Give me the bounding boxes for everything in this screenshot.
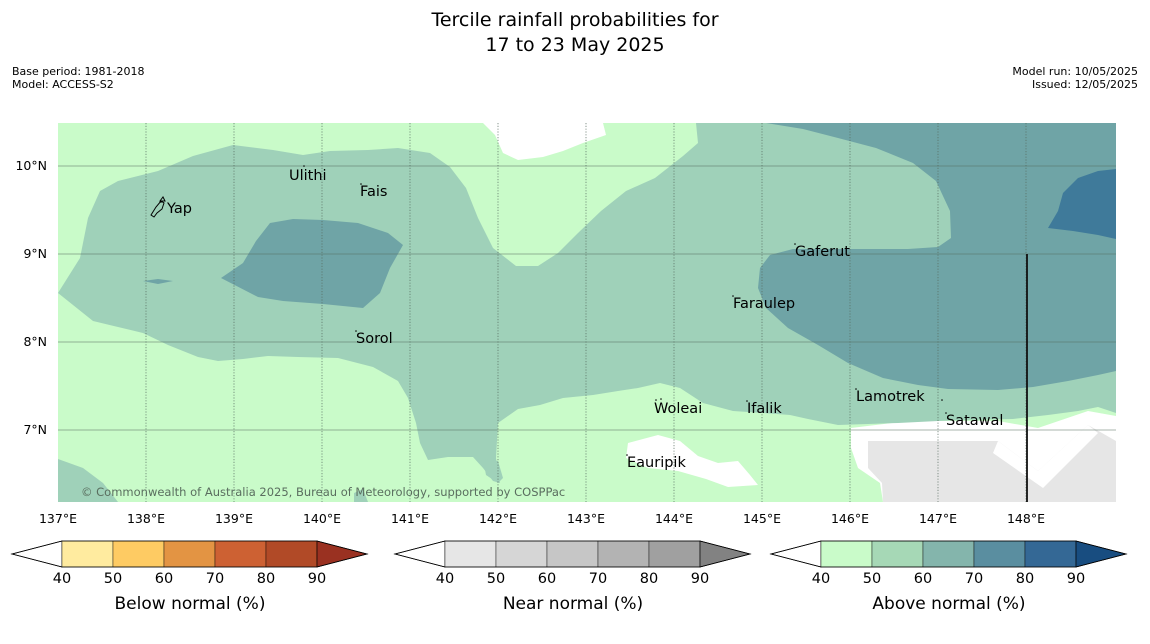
lon-label-141: 141°E (390, 511, 429, 526)
lon-label-144: 144°E (654, 511, 693, 526)
colorbar-segment (1024, 540, 1077, 568)
lat-label-10: 10°N (15, 158, 47, 173)
base-period: Base period: 1981-2018 (12, 65, 145, 78)
lat-label-7: 7°N (23, 422, 47, 437)
lon-label-139: 139°E (214, 511, 253, 526)
colorbar-segment (546, 540, 599, 568)
colorbar-outline (393, 540, 752, 568)
place-lamotrek: Lamotrek (856, 389, 925, 405)
lon-label-145: 145°E (742, 511, 781, 526)
copyright-notice: © Commonwealth of Australia 2025, Bureau… (81, 485, 565, 499)
yap-island-outline (150, 200, 165, 218)
issued-date: Issued: 12/05/2025 (1031, 78, 1138, 91)
yap-island-outline-2 (159, 196, 166, 202)
colorbar-segment (265, 540, 318, 568)
colorbar-title-above: Above normal (%) (872, 594, 1026, 614)
colorbar-extend-low (769, 540, 822, 568)
lat-label-9: 9°N (23, 246, 47, 261)
above-70-islet (143, 279, 173, 284)
colorbar-tick-label: 40 (812, 571, 830, 587)
no-data-stripe (993, 425, 1098, 488)
colorbar-extend-low (10, 540, 63, 568)
place-woleai: Woleai (654, 401, 702, 417)
place-satawal: Satawal (946, 413, 1003, 429)
lat-label-8: 8°N (23, 334, 47, 349)
place-gaferut: Gaferut (795, 244, 850, 260)
lon-label-146: 146°E (830, 511, 869, 526)
colorbar-tick-label: 60 (155, 571, 173, 587)
meta-right: Model run: 10/05/2025 Issued: 12/05/2025 (1012, 65, 1138, 91)
above-80-region (1048, 169, 1116, 239)
colorbar-segment (163, 540, 216, 568)
colorbar-tick-label: 90 (691, 571, 709, 587)
colorbar-segment (922, 540, 975, 568)
no-data-eauripik (626, 435, 758, 487)
colorbar-tick-label: 90 (308, 571, 326, 587)
colorbar-tick-label: 70 (965, 571, 983, 587)
colorbar-tick-label: 40 (53, 571, 71, 587)
colorbar-extend-high (1075, 540, 1128, 568)
colorbar-tick-label: 80 (640, 571, 658, 587)
colorbar-segment (495, 540, 548, 568)
lon-label-143: 143°E (566, 511, 605, 526)
colorbar-segment (112, 540, 165, 568)
colorbar-outline (10, 540, 369, 568)
place-ifalik: Ifalik (747, 401, 782, 417)
colorbar-above-normal: 40 50 60 70 80 90 (769, 540, 1128, 587)
colorbar-segment (444, 540, 497, 568)
place-ulithi: Ulithi (289, 168, 327, 184)
colorbar-tick-label: 80 (1016, 571, 1034, 587)
model-name: Model: ACCESS-S2 (12, 78, 114, 91)
above-60-region (58, 123, 1116, 483)
islet-markers (160, 165, 947, 456)
colorbar-tick-label: 50 (863, 571, 881, 587)
colorbar-tick-label: 70 (589, 571, 607, 587)
colorbar-segment (61, 540, 114, 568)
colorbar-tick-label: 90 (1067, 571, 1085, 587)
colorbar-title-below: Below normal (%) (114, 594, 266, 614)
title-line-2: 17 to 23 May 2025 (485, 34, 665, 56)
colorbar-segment (973, 540, 1026, 568)
colorbar-tick-label: 50 (487, 571, 505, 587)
colorbar-tick-label: 80 (257, 571, 275, 587)
above-60-southwest (58, 459, 118, 502)
colorbar-segment (597, 540, 650, 568)
lon-label-140: 140°E (302, 511, 341, 526)
place-faraulep: Faraulep (733, 296, 795, 312)
model-run: Model run: 10/05/2025 (1012, 65, 1138, 78)
colorbar-extend-high (699, 540, 752, 568)
colorbar-segment (214, 540, 267, 568)
title-line-1: Tercile rainfall probabilities for (431, 9, 719, 31)
colorbar-tick-label: 70 (206, 571, 224, 587)
lon-label-142: 142°E (478, 511, 517, 526)
place-fais: Fais (360, 184, 387, 200)
rainfall-map: Yap Ulithi Fais Sorol Gaferut Faraulep W… (58, 123, 1116, 502)
colorbar-extend-high (316, 540, 369, 568)
colorbar-tick-label: 60 (538, 571, 556, 587)
lon-label-138: 138°E (126, 511, 165, 526)
place-yap: Yap (166, 201, 192, 217)
colorbar-segment (648, 540, 701, 568)
place-sorol: Sorol (356, 331, 393, 347)
colorbar-tick-label: 60 (914, 571, 932, 587)
map-title: Tercile rainfall probabilities for 17 to… (0, 8, 1150, 58)
meta-left: Base period: 1981-2018 Model: ACCESS-S2 (12, 65, 144, 91)
above-60-islet-2 (354, 489, 368, 502)
colorbar-near-normal: 40 50 60 70 80 90 (393, 540, 752, 587)
colorbar-tick-label: 40 (436, 571, 454, 587)
colorbar-below-normal: 40 50 60 70 80 90 (10, 540, 369, 587)
lon-label-137: 137°E (38, 511, 77, 526)
lon-label-148: 148°E (1006, 511, 1045, 526)
no-data-top (483, 123, 606, 160)
colorbar-segment (820, 540, 873, 568)
colorbar-extend-low (393, 540, 446, 568)
near-normal-40-region (868, 425, 1116, 502)
colorbar-tick-label: 50 (104, 571, 122, 587)
colorbar-segment (871, 540, 924, 568)
colorbar-title-near: Near normal (%) (502, 594, 644, 614)
place-eauripik: Eauripik (627, 455, 686, 471)
lon-label-147: 147°E (918, 511, 957, 526)
above-70-west (221, 219, 403, 308)
colorbar-outline (769, 540, 1128, 568)
